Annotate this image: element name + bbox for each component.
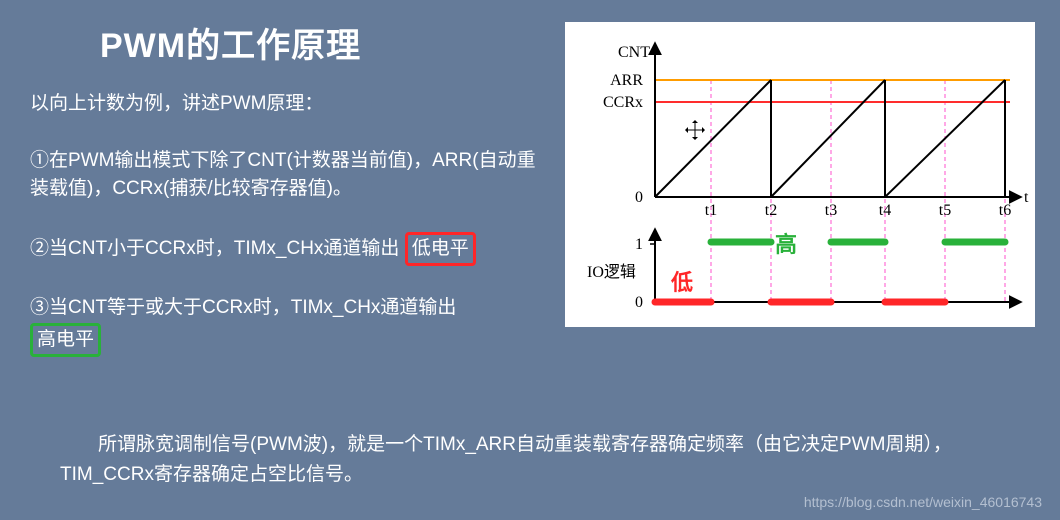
- svg-text:t1: t1: [705, 202, 717, 219]
- low-level-highlight: 低电平: [405, 232, 476, 267]
- svg-text:CNT: CNT: [618, 44, 650, 61]
- summary-text: 所谓脉宽调制信号(PWM波)，就是一个TIMx_ARR自动重装载寄存器确定频率（…: [60, 430, 990, 491]
- svg-text:ARR: ARR: [610, 72, 643, 89]
- watermark: https://blog.csdn.net/weixin_46016743: [804, 494, 1042, 510]
- p2-text: ②当CNT小于CCRx时，TIMx_CHx通道输出: [30, 238, 399, 259]
- svg-text:低: 低: [670, 270, 693, 295]
- svg-text:高: 高: [775, 232, 797, 257]
- paragraph-1: ①在PWM输出模式下除了CNT(计数器当前值)，ARR(自动重装载值)，CCRx…: [30, 147, 550, 204]
- svg-text:CCRx: CCRx: [603, 94, 643, 111]
- paragraph-3: ③当CNT等于或大于CCRx时，TIMx_CHx通道输出 高电平: [30, 294, 550, 357]
- svg-text:0: 0: [635, 189, 643, 206]
- svg-text:t4: t4: [879, 202, 891, 219]
- intro-text: 以向上计数为例，讲述PWM原理：: [30, 90, 550, 119]
- paragraph-2: ②当CNT小于CCRx时，TIMx_CHx通道输出 低电平: [30, 232, 550, 267]
- svg-text:1: 1: [635, 236, 643, 253]
- svg-text:t2: t2: [765, 202, 777, 219]
- p3-text: ③当CNT等于或大于CCRx时，TIMx_CHx通道输出: [30, 297, 456, 318]
- svg-text:t3: t3: [825, 202, 837, 219]
- svg-text:t5: t5: [939, 202, 951, 219]
- diagram-svg: CNT ARR CCRx 0 t t1 t2 t3 t4 t5 t6 1 0 IO逻辑 低 高: [565, 22, 1035, 327]
- summary-body: 所谓脉宽调制信号(PWM波)，就是一个TIMx_ARR自动重装载寄存器确定频率（…: [60, 434, 952, 485]
- svg-text:0: 0: [635, 294, 643, 311]
- svg-text:t6: t6: [999, 202, 1011, 219]
- high-level-highlight: 高电平: [30, 323, 101, 358]
- pwm-timing-diagram: CNT ARR CCRx 0 t t1 t2 t3 t4 t5 t6 1 0 IO逻辑 低 高: [565, 22, 1035, 327]
- svg-text:IO逻辑: IO逻辑: [587, 263, 636, 281]
- explanation-block: 以向上计数为例，讲述PWM原理： ①在PWM输出模式下除了CNT(计数器当前值)…: [30, 90, 550, 385]
- page-title: PWM的工作原理: [100, 18, 361, 67]
- svg-text:t: t: [1024, 189, 1029, 206]
